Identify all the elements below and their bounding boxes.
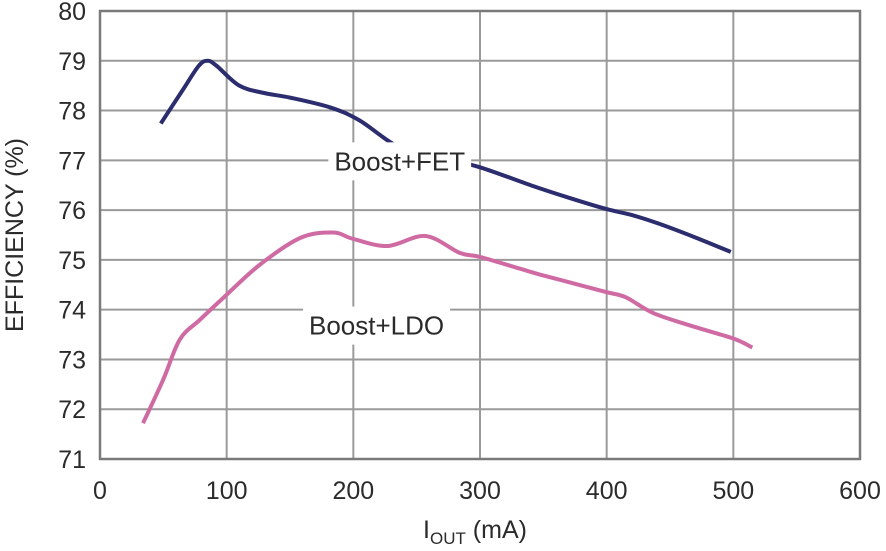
y-tick-label: 75 xyxy=(58,247,86,275)
series-line-boost-ldo xyxy=(141,230,754,424)
series-label-background-fet xyxy=(328,142,472,181)
series-label-boost-ldo: Boost+LDO xyxy=(309,311,444,341)
plot-frame xyxy=(98,9,862,461)
x-axis-title: IOUT (mA) xyxy=(423,516,527,548)
x-axis-title-main: I xyxy=(423,516,430,544)
tick-labels: 0 100 200 300 400 500 600 71 72 73 74 75 76 77 78 79 80 xyxy=(58,0,881,505)
y-tick-label: 71 xyxy=(58,446,86,474)
series-lines xyxy=(141,58,754,424)
x-tick-label: 200 xyxy=(332,477,374,505)
x-tick-label: 100 xyxy=(206,477,248,505)
y-tick-label: 76 xyxy=(58,197,86,225)
x-tick-label: 300 xyxy=(459,477,501,505)
y-tick-label: 79 xyxy=(58,48,86,76)
x-axis-title-subscript: OUT xyxy=(430,529,466,548)
y-tick-label: 80 xyxy=(58,0,86,26)
y-tick-label: 77 xyxy=(58,147,86,175)
series-label-background-ldo xyxy=(303,306,451,345)
series-line-boost-fet xyxy=(159,58,732,254)
x-tick-label: 600 xyxy=(839,477,881,505)
y-tick-label: 72 xyxy=(58,396,86,424)
x-tick-label: 0 xyxy=(93,477,107,505)
y-axis-title: EFFICIENCY (%) xyxy=(1,138,29,332)
y-tick-label: 78 xyxy=(58,98,86,126)
y-tick-label: 74 xyxy=(58,297,86,325)
y-tick-label: 73 xyxy=(58,346,86,374)
grid xyxy=(100,11,860,459)
series-labels: Boost+FET Boost+LDO xyxy=(303,142,472,345)
x-tick-label: 500 xyxy=(712,477,754,505)
series-label-boost-fet: Boost+FET xyxy=(334,146,465,176)
x-tick-label: 400 xyxy=(586,477,628,505)
x-axis-title-unit: (mA) xyxy=(466,516,527,544)
